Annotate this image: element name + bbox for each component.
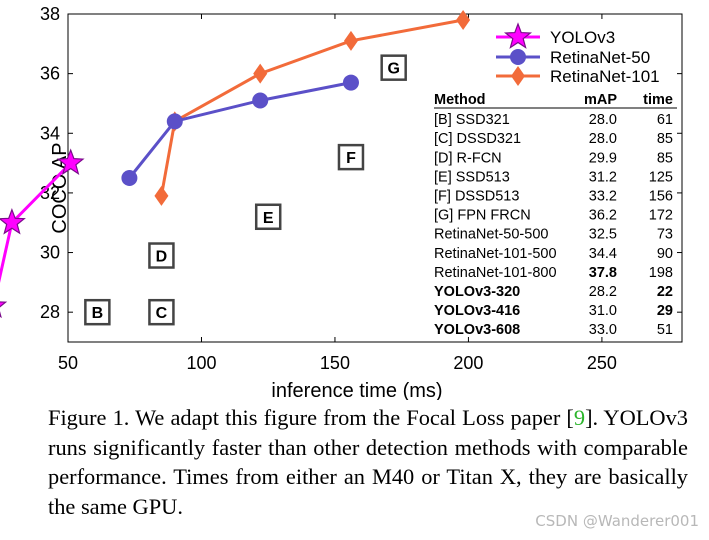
table-cell-time: 29 <box>657 303 673 319</box>
method-marker-box <box>148 298 175 326</box>
table-cell-time: 172 <box>649 208 673 224</box>
x-tick-label: 250 <box>587 353 617 373</box>
table-cell-map: 31.0 <box>589 303 617 319</box>
table-cell-map: 31.2 <box>589 169 617 185</box>
table-cell-time: 125 <box>649 169 673 185</box>
x-tick-label: 150 <box>320 353 350 373</box>
caption-reference-link[interactable]: 9 <box>573 405 586 430</box>
table-cell-time: 85 <box>657 150 673 166</box>
table-cell-method: [E] SSD513 <box>434 169 510 185</box>
table-header-time: time <box>643 92 673 108</box>
table-cell-method: [G] FPN FRCN <box>434 208 531 224</box>
data-point-retinanet-101 <box>343 30 358 51</box>
table-cell-method: [C] DSSD321 <box>434 131 521 147</box>
table-cell-map: 28.2 <box>589 284 617 300</box>
table-cell-method: RetinaNet-101-500 <box>434 246 557 262</box>
method-marker-box <box>254 203 282 231</box>
data-point-retinanet-50 <box>342 74 359 91</box>
table-cell-method: RetinaNet-101-800 <box>434 265 557 281</box>
series-line-retinanet-101 <box>159 18 464 197</box>
table-cell-method: YOLOv3-608 <box>434 322 520 338</box>
method-marker-label: D <box>156 249 168 266</box>
watermark: CSDN @Wanderer001 <box>535 512 699 530</box>
method-marker-box <box>84 298 111 326</box>
table-cell-method: [F] DSSD513 <box>434 189 519 205</box>
y-tick-label: 28 <box>40 302 60 322</box>
figure-caption: Figure 1. We adapt this figure from the … <box>48 403 688 521</box>
data-point-yolov3 <box>56 148 85 175</box>
table-cell-map: 32.5 <box>589 227 617 243</box>
legend-marker-retinanet-101 <box>511 66 525 86</box>
table-cell-map: 34.4 <box>589 246 617 262</box>
y-axis-label: COCO AP <box>49 142 71 233</box>
table-cell-method: RetinaNet-50-500 <box>434 227 548 243</box>
data-point-retinanet-101 <box>456 9 471 30</box>
legend-marker-retinanet-50 <box>510 49 526 65</box>
y-tick-label: 34 <box>40 123 60 143</box>
method-marker-label: C <box>156 305 168 322</box>
table-cell-time: 61 <box>657 112 673 128</box>
data-point-yolov3 <box>0 301 8 319</box>
table-cell-method: [D] R-FCN <box>434 150 502 166</box>
method-marker-box <box>337 143 365 171</box>
table-cell-time: 90 <box>657 246 673 262</box>
x-axis-label: inference time (ms) <box>271 380 442 400</box>
table-cell-map: 33.0 <box>589 322 617 338</box>
table-cell-time: 22 <box>657 284 673 300</box>
table-cell-time: 198 <box>649 265 673 281</box>
table-cell-time: 51 <box>657 322 673 338</box>
method-marker-box <box>148 242 175 269</box>
caption-text-before: Figure 1. We adapt this figure from the … <box>48 405 574 430</box>
method-marker-label: E <box>263 210 274 227</box>
data-point-retinanet-50 <box>121 170 138 186</box>
y-tick-label: 30 <box>40 243 60 263</box>
x-tick-label: 200 <box>453 353 483 373</box>
table-cell-method: [B] SSD321 <box>434 112 510 128</box>
method-marker-label: F <box>346 150 356 167</box>
table-cell-map: 37.8 <box>589 265 617 281</box>
table-header-method: Method <box>434 92 486 108</box>
table-cell-map: 33.2 <box>589 189 617 205</box>
method-marker-label: G <box>387 61 399 78</box>
table-header-map: mAP <box>584 92 617 108</box>
data-point-retinanet-101 <box>154 185 169 206</box>
y-tick-label: 36 <box>40 64 60 84</box>
table-cell-map: 28.0 <box>589 131 617 147</box>
x-tick-label: 100 <box>186 353 216 373</box>
data-point-retinanet-50 <box>252 92 269 109</box>
legend-label-yolov3: YOLOv3 <box>550 28 615 47</box>
table-cell-map: 36.2 <box>589 208 617 224</box>
table-cell-method: YOLOv3-416 <box>434 303 520 319</box>
series-line-retinanet-50 <box>128 81 352 179</box>
table-cell-time: 156 <box>649 189 673 205</box>
table-cell-time: 85 <box>657 131 673 147</box>
plot-area-border <box>67 13 683 343</box>
table-cell-method: YOLOv3-320 <box>434 284 520 300</box>
table-cell-map: 29.9 <box>589 150 617 166</box>
table-cell-time: 73 <box>657 227 673 243</box>
table-cell-map: 28.0 <box>589 112 617 128</box>
legend-label-retinanet-101: RetinaNet-101 <box>550 67 660 86</box>
method-marker-label: B <box>92 305 104 322</box>
legend-label-retinanet-50: RetinaNet-50 <box>550 48 650 67</box>
method-marker-box <box>380 54 407 81</box>
y-tick-label: 38 <box>40 4 60 24</box>
x-tick-label: 50 <box>58 353 78 373</box>
caption-text-after: ]. YOLOv3 runs significantly faster than… <box>48 405 688 519</box>
data-point-retinanet-50 <box>166 113 183 130</box>
data-point-yolov3 <box>0 208 26 235</box>
data-point-retinanet-101 <box>253 63 268 84</box>
legend-marker-yolov3 <box>503 22 533 49</box>
